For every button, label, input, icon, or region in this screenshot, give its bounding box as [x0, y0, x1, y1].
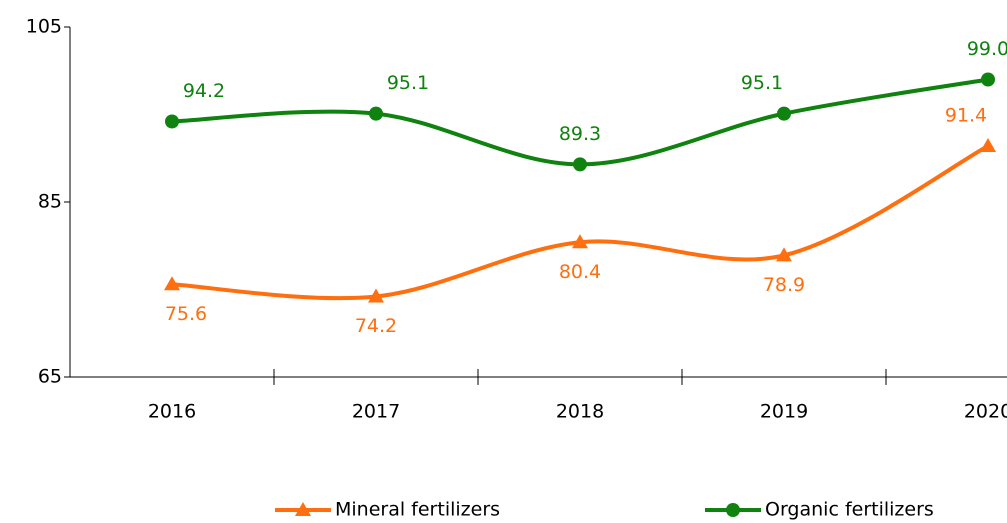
x-tick-label: 2020: [964, 401, 1007, 423]
data-label: 74.2: [355, 315, 397, 337]
data-label: 95.1: [741, 72, 783, 94]
legend-marker: [295, 502, 311, 516]
point: [165, 114, 179, 129]
data-label: 75.6: [165, 303, 207, 325]
point: [981, 72, 995, 87]
point: [777, 106, 791, 121]
x-tick-label: 2018: [556, 401, 604, 423]
x-tick-label: 2017: [352, 401, 400, 423]
point: [164, 276, 180, 291]
data-label: 99.0: [967, 38, 1007, 60]
point: [573, 157, 587, 172]
data-label: 91.4: [945, 105, 987, 127]
point: [369, 106, 383, 121]
y-tick-label: 85: [38, 191, 62, 213]
legend-marker: [726, 503, 740, 517]
data-label: 89.3: [559, 123, 601, 145]
y-tick-label: 105: [26, 16, 62, 38]
legend-label: Organic fertilizers: [765, 499, 934, 521]
point: [980, 138, 996, 152]
x-tick-label: 2019: [760, 401, 808, 423]
y-tick-label: 65: [38, 366, 62, 388]
data-label: 80.4: [559, 261, 601, 283]
point: [776, 247, 792, 262]
data-label: 95.1: [387, 72, 429, 94]
legend-label: Mineral fertilizers: [335, 499, 500, 521]
point: [368, 288, 384, 303]
point: [572, 234, 588, 249]
data-label: 78.9: [763, 274, 805, 296]
x-tick-label: 2016: [148, 401, 196, 423]
data-label: 94.2: [183, 80, 225, 102]
